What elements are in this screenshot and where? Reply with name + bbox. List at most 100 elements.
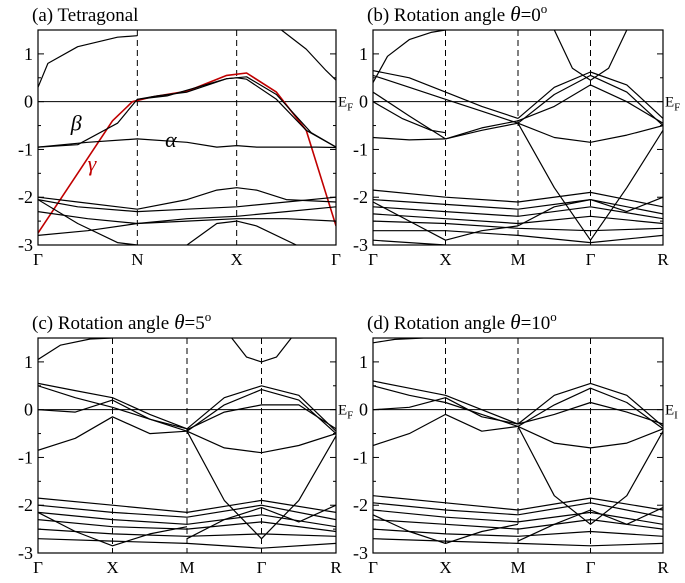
- band-line: [38, 519, 336, 533]
- kpoint-label: N: [131, 250, 143, 269]
- y-tick-label: 1: [359, 352, 368, 372]
- band-line: [38, 206, 336, 225]
- kpoint-label: Γ: [257, 558, 267, 577]
- band-annotation: β: [70, 110, 82, 135]
- bands: [38, 30, 336, 245]
- band-line: [38, 497, 336, 513]
- y-tick-label: -2: [353, 187, 368, 207]
- fermi-label-main: E: [338, 95, 347, 111]
- title-symbol: θ: [174, 310, 184, 334]
- band-line: [186, 504, 336, 540]
- band-line: [373, 502, 663, 518]
- kpoint-label: Γ: [368, 250, 378, 269]
- kpoint-label: X: [231, 250, 243, 269]
- title-superscript: o: [550, 309, 557, 324]
- band-line: [373, 385, 519, 427]
- band-line: [186, 389, 336, 435]
- band-line: [373, 230, 663, 244]
- band-line: [373, 122, 519, 141]
- y-tick-label: -1: [353, 447, 368, 467]
- band-line: [517, 426, 663, 525]
- panel-c-rotation-5: (c) Rotation angle θ=5o -3 -2 -1 0 1 Γ X M Γ R EF: [18, 309, 353, 577]
- band-line: [373, 201, 519, 241]
- y-tick-label: -3: [18, 235, 33, 255]
- band-line: [373, 199, 663, 215]
- band-line: [38, 382, 188, 430]
- plot-frame: [37, 337, 337, 554]
- band-line: [38, 511, 336, 528]
- y-tick-label: 1: [24, 44, 33, 64]
- fermi-label-main: E: [665, 95, 674, 111]
- kpoint-label: R: [330, 558, 342, 577]
- band-line: [373, 413, 519, 447]
- panel-title: (c) Rotation angle θ=5o: [32, 309, 211, 334]
- band-line: [373, 397, 519, 425]
- band-line: [38, 196, 336, 213]
- band-line: [186, 430, 336, 540]
- band-line: [231, 338, 292, 363]
- band-line: [38, 538, 336, 549]
- y-tick-label: -1: [18, 447, 33, 467]
- band-line: [373, 70, 519, 119]
- band-line: [373, 495, 663, 511]
- fermi-label-subscript: F: [674, 102, 680, 114]
- fermi-label-main: E: [338, 403, 347, 419]
- title-symbol: θ: [510, 310, 520, 334]
- y-tick-label: 0: [359, 400, 368, 420]
- bands: [38, 338, 336, 549]
- title-prefix: (a) Tetragonal: [32, 5, 138, 26]
- title-superscript: o: [541, 1, 548, 16]
- band-line: [281, 30, 336, 81]
- kpoint-label: X: [439, 558, 451, 577]
- title-value: =10: [521, 313, 551, 334]
- band-line: [38, 416, 188, 451]
- title-prefix: (d) Rotation angle: [367, 313, 505, 334]
- y-tick-label: -2: [18, 187, 33, 207]
- kpoint-label: M: [179, 558, 194, 577]
- fermi-level-label: EF: [665, 95, 680, 114]
- y-tick-label: -2: [18, 495, 33, 515]
- band-line: [38, 35, 138, 88]
- band-line: [38, 218, 336, 236]
- band-line: [137, 77, 336, 148]
- band-line: [373, 206, 663, 220]
- band-line: [517, 74, 663, 127]
- kpoint-label: X: [106, 558, 118, 577]
- band-line: [373, 338, 446, 344]
- y-tick-label: 0: [359, 92, 368, 112]
- y-tick-label: -3: [353, 543, 368, 563]
- panel-d-rotation-10: (d) Rotation angle θ=10o -3 -2 -1 0 1 Γ X M Γ R EI: [353, 309, 678, 577]
- band-line: [373, 74, 519, 124]
- band-line: [517, 71, 663, 119]
- panel-title: (d) Rotation angle θ=10o: [367, 309, 557, 334]
- band-line: [517, 401, 663, 425]
- band-line: [38, 399, 188, 430]
- band-line: [38, 338, 113, 361]
- band-line: [373, 101, 446, 134]
- band-line: [373, 239, 446, 245]
- band-line: [38, 528, 336, 537]
- band-annotation: α: [165, 127, 177, 152]
- band-line: [38, 187, 336, 210]
- fermi-level-label: EF: [338, 95, 353, 114]
- y-tick-label: -1: [353, 139, 368, 159]
- kpoint-label: R: [657, 558, 669, 577]
- y-tick-label: -2: [353, 495, 368, 515]
- y-tick-label: -3: [18, 543, 33, 563]
- fermi-level-label: EF: [338, 403, 353, 422]
- panel-b-rotation-0: (b) Rotation angle θ=0o -3 -2 -1 0 1 Γ X M Γ R EF: [353, 1, 680, 269]
- kpoint-label: Γ: [33, 250, 43, 269]
- kpoint-label: Γ: [331, 250, 341, 269]
- band-line: [38, 76, 336, 148]
- y-tick-label: 0: [24, 400, 33, 420]
- band-line: [517, 196, 663, 227]
- band-line: [517, 425, 663, 449]
- band-annotation: γ: [88, 151, 98, 176]
- fermi-label-subscript: F: [347, 410, 353, 422]
- bands: [373, 338, 663, 547]
- band-line: [373, 514, 519, 544]
- bands: [373, 30, 663, 245]
- band-line: [517, 507, 663, 542]
- band-line: [373, 538, 663, 547]
- band-line: [517, 84, 663, 124]
